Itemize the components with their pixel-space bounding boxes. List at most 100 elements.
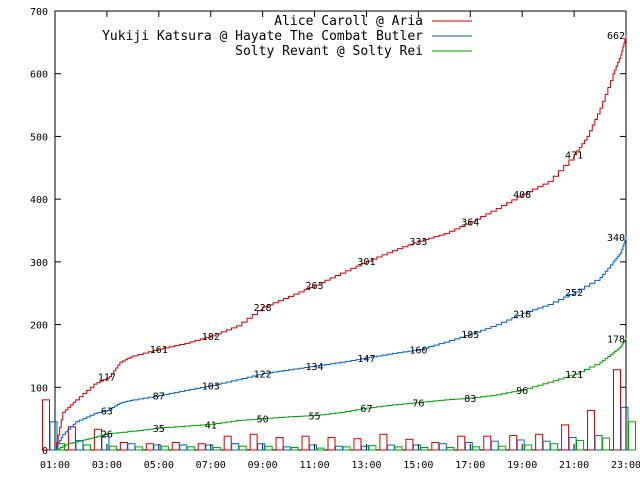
hourly-bar-3 [394, 446, 403, 451]
y-tick-label: 300 [30, 258, 48, 269]
x-tick-label: 13:00 [351, 460, 381, 471]
data-label-2: 134 [306, 362, 324, 373]
data-label-2: 87 [153, 391, 165, 402]
hourly-bar-2 [257, 443, 266, 451]
hourly-bar-2 [49, 421, 58, 451]
hourly-bar-3 [524, 444, 533, 451]
hourly-bar-2 [153, 444, 162, 451]
data-label-3: 96 [516, 386, 528, 397]
hourly-bar-3 [108, 445, 117, 451]
hourly-bar-2 [490, 440, 499, 451]
hourly-bar-1 [509, 435, 518, 451]
hourly-bar-2 [464, 441, 473, 451]
data-label-1: 364 [461, 218, 479, 229]
data-label-2: 340 [607, 233, 625, 244]
y-tick-label: 100 [30, 383, 48, 394]
hourly-bar-2 [620, 406, 629, 451]
x-tick-label: 09:00 [248, 460, 278, 471]
hourly-bar-3 [420, 446, 429, 451]
data-label-3: 76 [412, 398, 424, 409]
hourly-bar-2 [516, 439, 525, 451]
hourly-bar-2 [205, 444, 214, 451]
data-label-3: 178 [607, 334, 625, 345]
data-label-2: 147 [357, 354, 375, 365]
x-tick-label: 17:00 [455, 460, 485, 471]
hourly-bar-1 [223, 435, 232, 451]
y-tick-label: 600 [30, 70, 48, 81]
data-label-1: 228 [254, 303, 272, 314]
hourly-bar-3 [82, 444, 91, 451]
hourly-bar-3 [342, 446, 351, 451]
data-label-3: 26 [101, 430, 113, 441]
data-label-3: 35 [153, 424, 165, 435]
hourly-bar-1 [301, 435, 310, 451]
x-tick-label: 03:00 [92, 460, 122, 471]
hourly-bar-2 [101, 435, 110, 451]
hourly-bar-1 [67, 426, 76, 451]
legend-label-2: Yukiji Katsura @ Hayate The Combat Butle… [102, 29, 423, 44]
y-tick-label: 700 [30, 7, 48, 18]
hourly-bar-1 [379, 433, 388, 451]
hourly-bar-1 [249, 433, 258, 451]
data-label-2: 160 [409, 346, 427, 357]
hourly-bar-2 [568, 436, 577, 451]
data-label-3: 55 [309, 412, 321, 423]
hourly-bar-3 [628, 421, 636, 451]
hourly-bars [42, 369, 636, 451]
hourly-bar-3 [134, 446, 143, 451]
data-label-1: 333 [409, 237, 427, 248]
data-label-2: 103 [202, 381, 220, 392]
hourly-bar-3 [576, 440, 585, 451]
x-tick-label: 23:00 [611, 460, 640, 471]
hourly-bar-1 [457, 435, 466, 451]
hourly-bar-3 [290, 446, 299, 451]
hourly-bar-1 [613, 369, 621, 451]
legend-label-1: Alice Caroll @ Aria [274, 14, 423, 29]
x-tick-label: 15:00 [403, 460, 433, 471]
series-line-1 [55, 34, 627, 451]
data-label-1: 301 [357, 257, 375, 268]
data-label-3: 67 [360, 404, 372, 415]
hourly-bar-3 [446, 446, 455, 451]
data-label-2: 122 [254, 369, 272, 380]
data-label-3: 50 [257, 415, 269, 426]
y-tick-label: 400 [30, 195, 48, 206]
data-label-1: 471 [565, 151, 583, 162]
hourly-bar-1 [561, 424, 570, 451]
data-label-1: 117 [98, 373, 116, 384]
hourly-bar-1 [145, 443, 154, 451]
hourly-bar-1 [275, 436, 284, 451]
hourly-bar-3 [238, 445, 247, 451]
hourly-bar-2 [412, 444, 421, 451]
axes: 0 100 200 300 400 500 600 700 01:00 03:00 05:00 07:… [30, 7, 640, 471]
hourly-bar-3 [472, 446, 481, 451]
hourly-bar-2 [179, 444, 188, 451]
hourly-bar-1 [405, 438, 414, 451]
x-tick-label: 11:00 [299, 460, 329, 471]
hourly-bar-3 [186, 446, 195, 451]
data-label-1: 182 [202, 332, 220, 343]
hourly-bar-2 [283, 446, 292, 451]
hourly-bar-3 [212, 446, 221, 451]
hourly-bar-1 [42, 399, 50, 451]
x-tick-label: 05:00 [144, 460, 174, 471]
hourly-bar-1 [587, 409, 596, 451]
hourly-bar-1 [483, 435, 492, 451]
data-label-1: 263 [306, 281, 324, 292]
hourly-bar-1 [353, 438, 362, 451]
data-label-3: 41 [205, 420, 217, 431]
hourly-bar-3 [498, 445, 507, 451]
plot-area [54, 10, 627, 451]
hourly-bar-3 [264, 445, 273, 451]
hourly-bar-1 [431, 441, 440, 451]
data-label-1: 408 [513, 190, 531, 201]
hourly-bar-2 [594, 435, 603, 451]
hourly-bar-2 [542, 440, 551, 451]
y-tick-label: 500 [30, 132, 48, 143]
hourly-bar-1 [197, 443, 206, 451]
x-tick-label: 21:00 [559, 460, 589, 471]
hourly-bar-2 [360, 445, 369, 451]
hourly-bar-1 [171, 441, 180, 451]
hourly-bar-3 [550, 443, 559, 451]
